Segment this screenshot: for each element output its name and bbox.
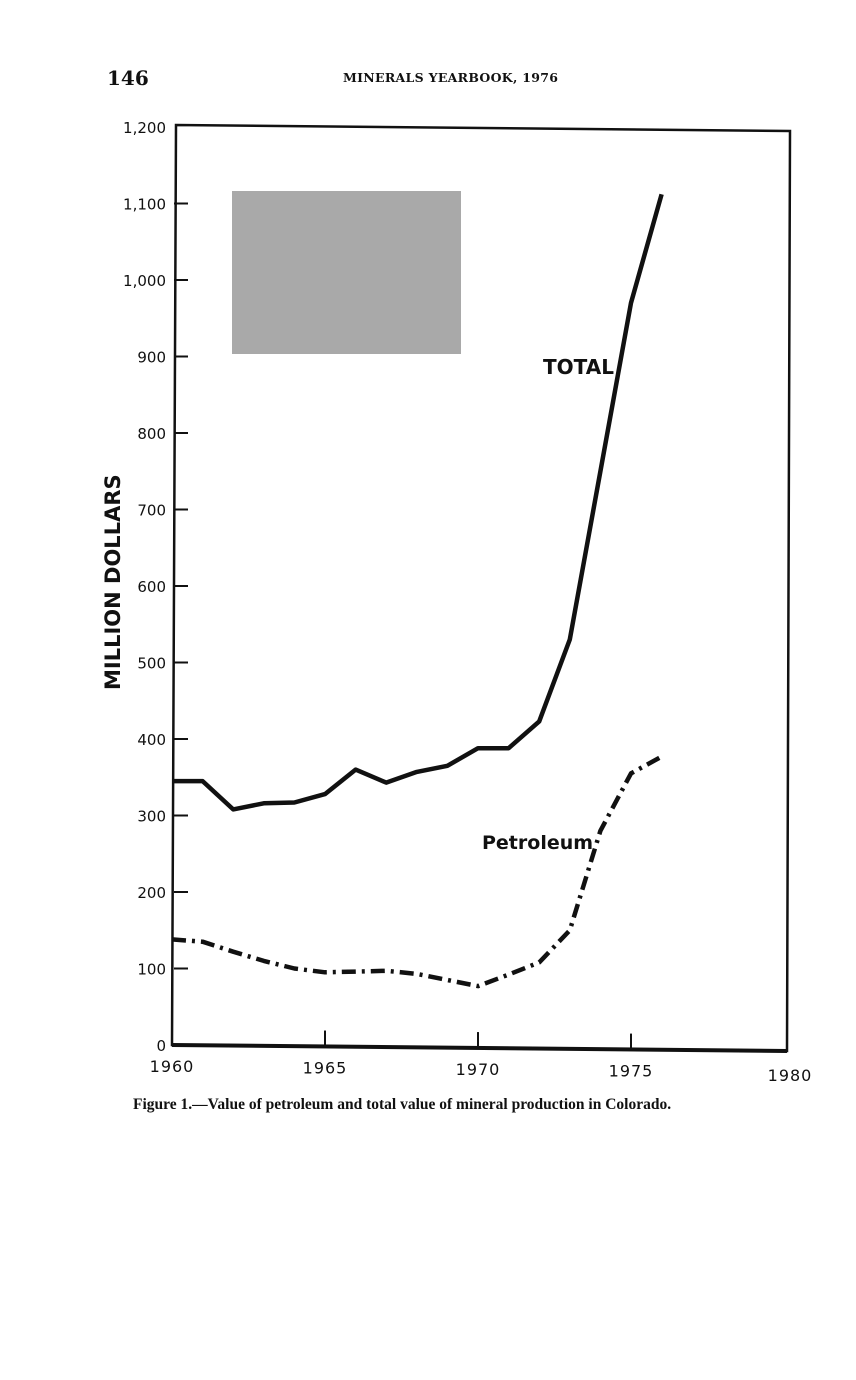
y-tick-label: 300 bbox=[137, 808, 166, 826]
total-series-line bbox=[172, 193, 664, 812]
y-tick-label: 200 bbox=[137, 884, 166, 902]
colorado-map-shape bbox=[232, 191, 461, 354]
total-series-label: TOTAL bbox=[543, 355, 614, 379]
petroleum-series-line bbox=[171, 754, 663, 989]
y-tick-label: 700 bbox=[137, 502, 166, 520]
y-tick-label: 600 bbox=[137, 578, 166, 596]
x-axis bbox=[171, 1043, 788, 1053]
x-tick-label: 1960 bbox=[150, 1057, 195, 1076]
figure-caption: Figure 1.—Value of petroleum and total v… bbox=[133, 1096, 672, 1113]
page-number: 146 bbox=[107, 66, 149, 90]
x-tick-label: 1965 bbox=[303, 1059, 348, 1078]
y-tick-label: 400 bbox=[137, 731, 166, 749]
x-tick-label: 1975 bbox=[609, 1062, 654, 1081]
y-tick-label: 900 bbox=[137, 349, 166, 367]
running-head: MINERALS YEARBOOK, 1976 bbox=[343, 70, 559, 85]
y-tick-label: 100 bbox=[137, 961, 166, 979]
x-tick-label: 1980 bbox=[768, 1066, 813, 1085]
y-tick-label: 1,100 bbox=[123, 196, 166, 214]
x-tick-label: 1970 bbox=[456, 1060, 501, 1079]
y-tick-label: 1,000 bbox=[123, 272, 166, 290]
y-axis-label: MILLION DOLLARS bbox=[101, 474, 125, 690]
y-tick-label: 500 bbox=[137, 655, 166, 673]
y-tick-label: 800 bbox=[137, 425, 166, 443]
y-tick-label: 1,200 bbox=[123, 119, 166, 137]
y-tick-label: 0 bbox=[156, 1037, 166, 1055]
petroleum-series-label: Petroleum bbox=[482, 832, 593, 854]
